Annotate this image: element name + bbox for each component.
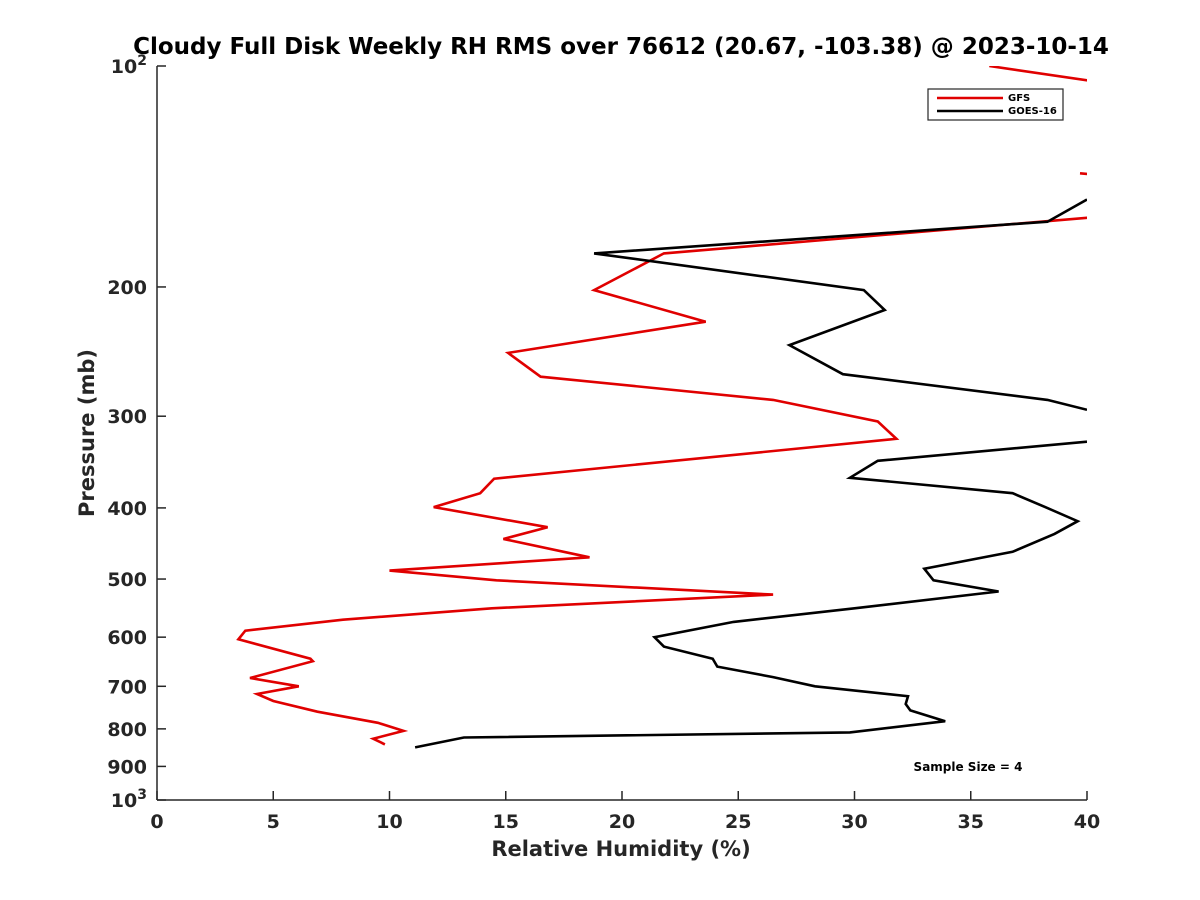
y-tick-base: 600	[107, 627, 147, 649]
y-tick-base: 10	[111, 56, 137, 78]
x-tick-label: 5	[267, 811, 280, 833]
y-tick-label: 103	[111, 787, 147, 812]
chart-title: Cloudy Full Disk Weekly RH RMS over 7661…	[133, 34, 1109, 60]
series-layer	[236, 66, 1087, 749]
y-tick-base: 200	[107, 277, 147, 299]
y-tick-label: 400	[107, 498, 147, 520]
y-tick-base: 400	[107, 498, 147, 520]
y-tick-label: 102	[111, 53, 147, 78]
y-tick-exponent: 3	[137, 787, 147, 803]
legend-label-gfs: GFS	[1008, 93, 1030, 104]
y-tick-base: 900	[107, 756, 147, 778]
series-line-gfs	[236, 216, 1087, 746]
x-tick-label: 35	[958, 811, 984, 833]
y-axis-label: Pressure (mb)	[75, 349, 99, 517]
sample-size-annotation: Sample Size = 4	[914, 760, 1023, 774]
y-tick-label: 800	[107, 719, 147, 741]
x-ticks: 0 5 10 15 20 25 30 35 40	[150, 791, 1100, 833]
series-line-gfs	[1079, 172, 1087, 176]
y-tick-base: 300	[107, 406, 147, 428]
axes	[156, 66, 1087, 801]
y-tick-label: 200	[107, 277, 147, 299]
y-tick-base: 10	[111, 790, 137, 812]
x-tick-label: 30	[841, 811, 867, 833]
y-tick-label: 700	[107, 676, 147, 698]
x-tick-label: 0	[150, 811, 163, 833]
legend-label-goes16: GOES-16	[1008, 106, 1057, 117]
x-tick-label: 25	[725, 811, 751, 833]
y-tick-label: 500	[107, 569, 147, 591]
legend-box	[927, 88, 1064, 121]
legend: GFS GOES-16	[927, 88, 1064, 121]
x-tick-label: 15	[493, 811, 519, 833]
series-line-gfs	[989, 66, 1087, 82]
series-line-goes16	[414, 440, 1087, 749]
y-tick-exponent: 2	[137, 53, 147, 69]
y-tick-label: 600	[107, 627, 147, 649]
y-tick-base: 500	[107, 569, 147, 591]
x-tick-label: 10	[376, 811, 402, 833]
series-line-goes16	[593, 198, 1087, 412]
x-tick-label: 40	[1074, 811, 1100, 833]
y-tick-base: 700	[107, 676, 147, 698]
x-axis-label: Relative Humidity (%)	[491, 837, 750, 861]
y-tick-label: 300	[107, 406, 147, 428]
x-tick-label: 20	[609, 811, 635, 833]
y-tick-label: 900	[107, 756, 147, 778]
y-tick-base: 800	[107, 719, 147, 741]
